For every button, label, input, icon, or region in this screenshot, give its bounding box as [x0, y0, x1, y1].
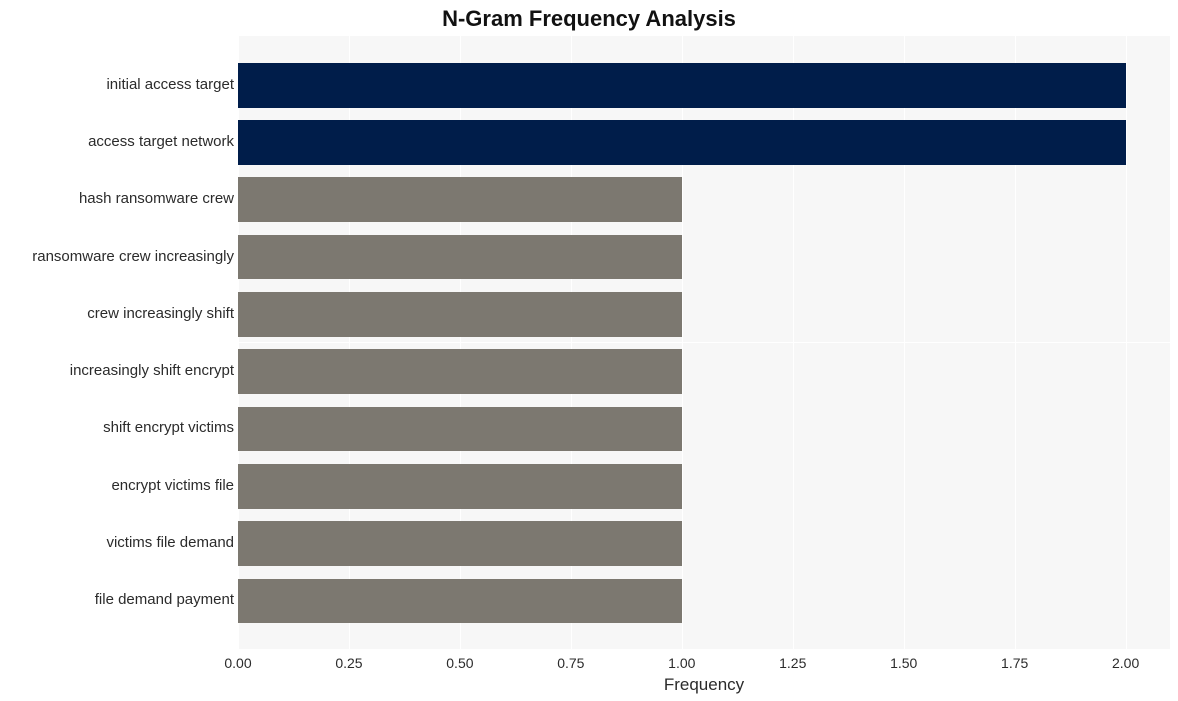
x-tick-label: 1.25: [779, 655, 806, 671]
x-tick-label: 0.50: [446, 655, 473, 671]
bar: [238, 407, 682, 452]
ngram-frequency-chart: N-Gram Frequency Analysis initial access…: [0, 0, 1178, 701]
x-tick-label: 0.00: [224, 655, 251, 671]
y-tick-label: access target network: [88, 133, 234, 150]
x-axis-title: Frequency: [238, 675, 1170, 695]
y-tick-label: encrypt victims file: [111, 477, 234, 494]
x-tick-label: 1.50: [890, 655, 917, 671]
y-tick-label: victims file demand: [106, 534, 234, 551]
y-tick-label: shift encrypt victims: [103, 419, 234, 436]
panel-stripe: [238, 629, 1170, 649]
bar: [238, 521, 682, 566]
x-tick-label: 0.75: [557, 655, 584, 671]
bar: [238, 349, 682, 394]
bar: [238, 464, 682, 509]
y-tick-label: hash ransomware crew: [79, 190, 234, 207]
x-tick-label: 2.00: [1112, 655, 1139, 671]
bar: [238, 120, 1126, 165]
y-tick-label: crew increasingly shift: [87, 305, 234, 322]
bar: [238, 292, 682, 337]
bar: [238, 63, 1126, 108]
x-tick-label: 0.25: [335, 655, 362, 671]
panel-stripe: [238, 36, 1170, 56]
x-tick-label: 1.00: [668, 655, 695, 671]
bar: [238, 579, 682, 624]
gridline: [1126, 36, 1127, 649]
y-tick-label: increasingly shift encrypt: [70, 362, 234, 379]
y-tick-label: initial access target: [106, 76, 234, 93]
chart-title: N-Gram Frequency Analysis: [0, 6, 1178, 32]
bar: [238, 177, 682, 222]
y-tick-label: ransomware crew increasingly: [32, 248, 234, 265]
y-tick-label: file demand payment: [95, 591, 234, 608]
bar: [238, 235, 682, 280]
plot-area: [238, 36, 1170, 649]
x-tick-label: 1.75: [1001, 655, 1028, 671]
